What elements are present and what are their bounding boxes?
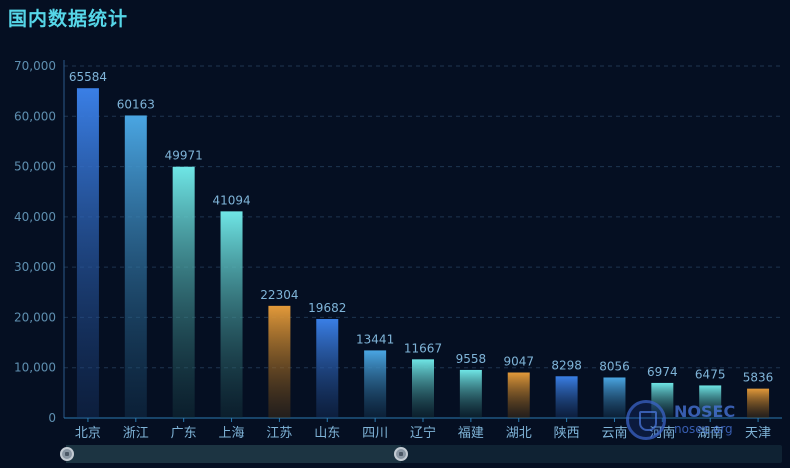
page-title: 国内数据统计 [8, 8, 129, 30]
x-tick-label: 浙江 [123, 426, 149, 441]
x-tick-label: 广东 [171, 426, 197, 441]
bar[interactable] [555, 376, 578, 418]
data-zoom-left-handle[interactable] [60, 447, 74, 461]
bar[interactable] [316, 319, 339, 418]
x-tick-label: 四川 [362, 426, 388, 441]
bar[interactable] [172, 166, 195, 418]
x-tick-label: 江苏 [266, 425, 292, 441]
bar-value-label: 11667 [404, 341, 442, 355]
data-zoom-right-handle[interactable] [394, 447, 408, 461]
x-tick-label: 福建 [458, 426, 484, 441]
data-zoom-slider[interactable] [60, 445, 782, 463]
y-tick-label: 0 [48, 411, 56, 425]
bar-value-label: 8298 [551, 358, 582, 372]
bar[interactable] [220, 211, 243, 418]
x-tick-label: 辽宁 [410, 425, 436, 441]
x-tick-label: 北京 [75, 426, 101, 441]
bar-value-label: 8056 [599, 359, 630, 373]
x-tick-label: 湖南 [697, 425, 723, 441]
x-tick-label: 天津 [745, 426, 771, 441]
x-tick-label: 云南 [601, 425, 627, 441]
data-zoom-window[interactable] [66, 445, 401, 463]
shield-logo-icon [626, 400, 666, 440]
bar-value-label: 22304 [260, 288, 298, 302]
bar-value-label: 9558 [456, 352, 487, 366]
bar-value-label: 41094 [212, 193, 250, 207]
bar[interactable] [124, 115, 147, 418]
bar[interactable] [364, 350, 387, 418]
x-tick-label: 山东 [314, 426, 340, 441]
y-tick-label: 40,000 [14, 210, 56, 224]
y-tick-label: 10,000 [14, 361, 56, 375]
bar-value-label: 60163 [117, 97, 155, 111]
y-tick-label: 30,000 [14, 260, 56, 274]
x-tick-label: 湖北 [506, 426, 532, 441]
bar[interactable] [747, 388, 770, 418]
bar[interactable] [459, 369, 482, 418]
watermark: NOSEC nosec.org [626, 400, 786, 444]
bar-value-label: 49971 [165, 149, 203, 163]
bar-value-label: 9047 [503, 355, 534, 369]
y-tick-label: 50,000 [14, 160, 56, 174]
bar-value-label: 13441 [356, 332, 394, 346]
bar-value-label: 65584 [69, 70, 107, 84]
bar[interactable] [603, 377, 626, 418]
y-tick-label: 20,000 [14, 310, 56, 324]
x-tick-label: 上海 [219, 426, 245, 441]
watermark-brand: NOSEC [674, 402, 736, 421]
bar[interactable] [507, 372, 530, 418]
bar[interactable] [412, 359, 434, 418]
bar-value-label: 6475 [695, 367, 726, 381]
y-tick-label: 60,000 [14, 109, 56, 123]
bar-value-label: 19682 [308, 301, 346, 315]
bar[interactable] [268, 305, 291, 418]
bar[interactable] [699, 385, 722, 418]
x-tick-label: 陕西 [554, 426, 580, 441]
watermark-site: nosec.org [674, 422, 733, 436]
bar-value-label: 5836 [743, 371, 774, 385]
y-tick-label: 70,000 [14, 59, 56, 73]
bar-value-label: 6974 [647, 365, 678, 379]
bar[interactable] [76, 88, 99, 418]
